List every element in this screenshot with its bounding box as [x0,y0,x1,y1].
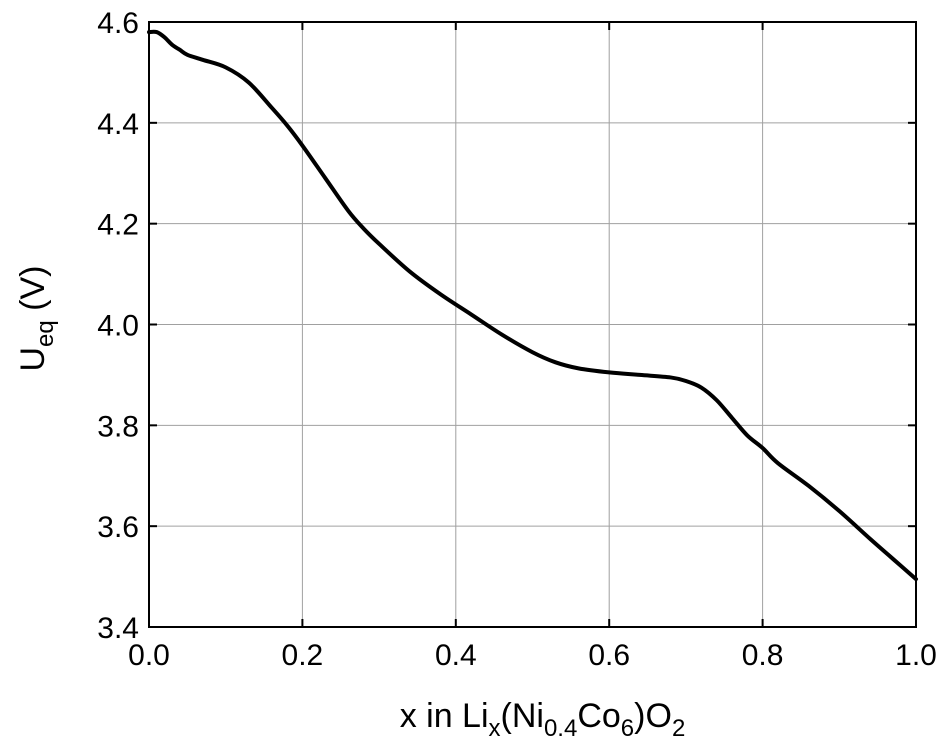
plot-frame [148,21,917,628]
x-tick-label: 0.8 [742,639,784,672]
grid-lines [148,21,917,628]
y-tick-label: 4.2 [97,209,139,242]
x-axis-label: x in Lix(Ni0.4Co6)O2 [400,697,686,742]
x-tick-label: 0.2 [282,639,324,672]
x-tick-label: 0.6 [588,639,630,672]
y-tick-label: 4.6 [97,7,139,40]
y-tick-label: 3.6 [97,511,139,544]
y-tick-label: 3.4 [97,612,139,645]
y-tick-label: 3.8 [97,410,139,443]
x-tick-labels: 0.0 0.2 0.4 0.6 0.8 1.0 [128,639,937,672]
series-line [147,29,918,582]
y-tick-labels: 3.4 3.6 3.8 4.0 4.2 4.4 4.6 [97,7,139,645]
y-tick-label: 4.0 [97,310,139,343]
x-tick-label: 1.0 [895,639,937,672]
y-tick-label: 4.4 [97,108,139,141]
x-tick-label: 0.4 [435,639,477,672]
series-layer [147,29,918,582]
x-tick-label: 0.0 [128,639,170,672]
y-axis-label: Ueq (V) [14,265,59,371]
